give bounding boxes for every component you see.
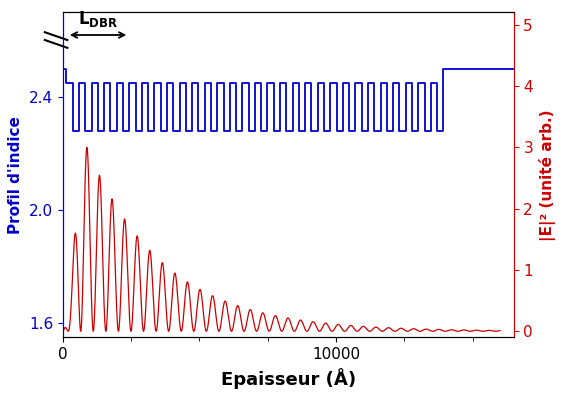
Text: $\mathbf{L_{DBR}}$: $\mathbf{L_{DBR}}$ <box>78 10 118 29</box>
Y-axis label: |E|² (unité arb.): |E|² (unité arb.) <box>539 109 556 241</box>
X-axis label: Epaisseur (Å): Epaisseur (Å) <box>221 368 356 389</box>
Y-axis label: Profil d'indice: Profil d'indice <box>8 116 23 234</box>
